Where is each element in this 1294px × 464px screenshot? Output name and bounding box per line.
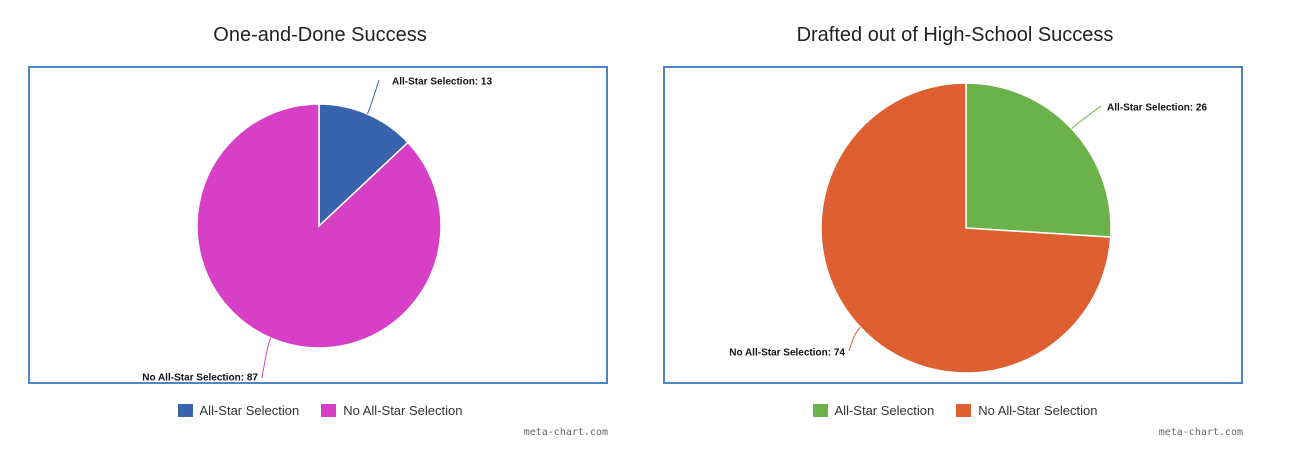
legend-swatch-no-all-star xyxy=(321,404,337,417)
slice-leader-line xyxy=(1071,105,1102,130)
legend-item-all-star[interactable]: All-Star Selection xyxy=(177,403,300,418)
legend-label: No All-Star Selection xyxy=(978,403,1098,418)
slice-leader-line xyxy=(261,337,272,379)
chart-credit[interactable]: meta-chart.com xyxy=(523,427,608,438)
pie-slice-no-all-star[interactable] xyxy=(196,103,442,349)
pie-chart-svg: All-Star Selection: 26 No All-Star Select… xyxy=(729,82,1207,374)
chart-credit[interactable]: meta-chart.com xyxy=(1158,427,1243,438)
chart-plot-frame: All-Star Selection: 26 No All-Star Select… xyxy=(663,66,1243,384)
legend-item-no-all-star[interactable]: No All-Star Selection xyxy=(321,403,462,418)
legend-label: All-Star Selection xyxy=(834,403,935,418)
chart-title: One-and-Done Success xyxy=(213,24,427,46)
legend-item-no-all-star[interactable]: No All-Star Selection xyxy=(956,403,1097,418)
slice-data-label: All-Star Selection: 26 xyxy=(1107,103,1207,114)
legend-swatch-all-star xyxy=(177,404,193,417)
pie-chart-svg: All-Star Selection: 13 No All-Star Select… xyxy=(142,77,492,382)
pie-slice-no-all-star[interactable] xyxy=(820,82,1112,374)
legend-item-all-star[interactable]: All-Star Selection xyxy=(812,403,935,418)
chart-legend: All-Star Selection No All-Star Selection xyxy=(10,403,630,418)
slice-data-label: All-Star Selection: 13 xyxy=(392,77,492,88)
chart-title: Drafted out of High-School Success xyxy=(796,24,1114,46)
legend-label: No All-Star Selection xyxy=(343,403,463,418)
slice-leader-line xyxy=(366,79,380,115)
chart-panel-high-school: Drafted out of High-School Success All-S… xyxy=(645,0,1265,464)
legend-swatch-no-all-star xyxy=(956,404,972,417)
slice-data-label: No All-Star Selection: 87 xyxy=(142,373,258,382)
legend-label: All-Star Selection xyxy=(199,403,300,418)
pie-slice-all-star[interactable] xyxy=(965,82,1112,238)
legend-swatch-all-star xyxy=(812,404,828,417)
slice-leader-line xyxy=(848,326,861,352)
pie-slice-all-star[interactable] xyxy=(318,103,409,228)
chart-panel-one-and-done: One-and-Done Success All-Star Selection:… xyxy=(10,0,630,464)
chart-legend: All-Star Selection No All-Star Selection xyxy=(645,403,1265,418)
chart-plot-frame: All-Star Selection: 13 No All-Star Select… xyxy=(28,66,608,384)
slice-data-label: No All-Star Selection: 74 xyxy=(729,348,845,359)
